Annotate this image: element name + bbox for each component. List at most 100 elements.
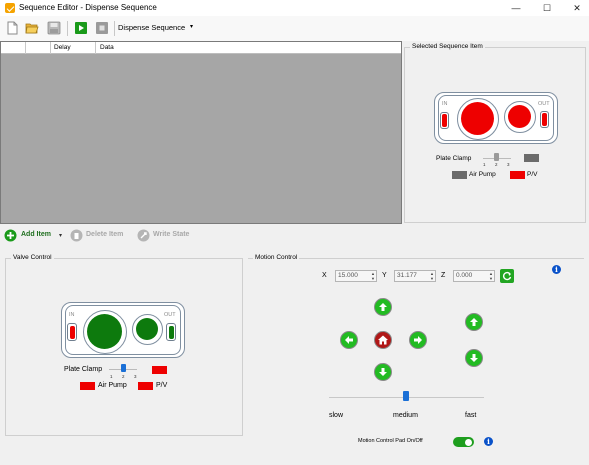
main-valve-fill	[87, 314, 122, 349]
tick-2: 2	[122, 374, 125, 379]
refresh-icon[interactable]	[500, 269, 514, 283]
info-icon[interactable]: i	[552, 265, 561, 274]
home-button[interactable]	[374, 331, 392, 349]
stop-icon[interactable]	[95, 21, 109, 35]
z-value: 0.000	[456, 272, 473, 279]
z-spinner[interactable]: ▲ ▼	[489, 271, 493, 281]
spin-down-icon[interactable]: ▼	[371, 275, 375, 281]
secondary-valve[interactable]	[132, 314, 163, 345]
spin-down-icon[interactable]: ▼	[430, 275, 434, 281]
y-input[interactable]: 31.177 ▲ ▼	[394, 270, 436, 282]
arrow-down-icon	[470, 354, 478, 362]
spin-up-icon[interactable]: ▲	[489, 271, 493, 276]
z-label: Z	[441, 272, 446, 279]
spin-up-icon[interactable]: ▲	[430, 271, 434, 276]
sequence-table-header: Delay Data	[1, 42, 401, 54]
sequence-dropdown[interactable]: Dispense Sequence ▾	[118, 23, 193, 32]
out-slot[interactable]	[166, 323, 176, 341]
speed-medium-label: medium	[393, 412, 418, 419]
app-icon	[5, 3, 15, 13]
pad-info-icon[interactable]: i	[484, 437, 493, 446]
column-header-delay[interactable]: Delay	[54, 44, 71, 51]
window-title: Sequence Editor - Dispense Sequence	[19, 3, 157, 12]
in-port-label: IN	[69, 312, 75, 318]
arrow-down-icon	[379, 368, 387, 376]
arrow-up-icon	[379, 303, 387, 311]
out-port-label: OUT	[164, 312, 176, 318]
valve-control-title: Valve Control	[11, 254, 54, 261]
air-pump-indicator[interactable]	[80, 382, 95, 390]
selected-main-valve-fill	[461, 102, 494, 135]
spin-down-icon[interactable]: ▼	[489, 275, 493, 281]
y-spinner[interactable]: ▲ ▼	[430, 271, 434, 281]
jog-z-down-button[interactable]	[465, 349, 483, 367]
add-icon[interactable]	[4, 229, 17, 242]
title-bar: Sequence Editor - Dispense Sequence — ☐ …	[0, 0, 589, 16]
selected-in-port-label: IN	[442, 101, 448, 107]
secondary-valve-fill	[136, 318, 158, 340]
selected-main-valve	[457, 98, 499, 140]
x-input[interactable]: 15.000 ▲ ▼	[335, 270, 377, 282]
toolbar-separator	[114, 21, 115, 36]
spin-up-icon[interactable]: ▲	[371, 271, 375, 276]
home-icon	[378, 335, 388, 345]
play-icon[interactable]	[74, 21, 88, 35]
jog-right-button[interactable]	[409, 331, 427, 349]
close-button[interactable]: ✕	[573, 3, 581, 13]
write-state-icon[interactable]	[137, 229, 150, 242]
chevron-down-icon: ▾	[190, 24, 194, 30]
motion-pad-toggle[interactable]	[453, 437, 474, 447]
selected-out-slot-fill	[542, 113, 547, 126]
air-pump-label: Air Pump	[98, 382, 127, 389]
maximize-button[interactable]: ☐	[542, 3, 552, 13]
z-input[interactable]: 0.000 ▲ ▼	[453, 270, 495, 282]
selected-secondary-valve-fill	[508, 105, 531, 128]
sequence-table[interactable]: Delay Data	[0, 41, 402, 224]
jog-up-button[interactable]	[374, 298, 392, 316]
x-label: X	[322, 272, 327, 279]
selected-pv-indicator	[510, 171, 525, 179]
selected-tick-2: 2	[495, 162, 498, 167]
main-valve[interactable]	[83, 310, 127, 354]
selected-in-slot-fill	[442, 114, 447, 127]
save-icon[interactable]	[47, 21, 61, 35]
y-label: Y	[382, 272, 387, 279]
delete-item-button[interactable]: Delete Item	[86, 231, 124, 238]
motion-pad-toggle-label: Motion Control Pad On/Off	[358, 438, 423, 444]
x-spinner[interactable]: ▲ ▼	[371, 271, 375, 281]
add-item-button[interactable]: Add Item	[21, 231, 51, 238]
sequence-dropdown-value: Dispense Sequence	[118, 23, 186, 32]
plate-clamp-indicator[interactable]	[152, 366, 167, 374]
motion-control-group: Motion Control	[248, 254, 584, 454]
arrow-right-icon	[414, 336, 422, 344]
plate-clamp-slider-thumb[interactable]	[121, 364, 126, 372]
write-state-button[interactable]: Write State	[153, 231, 190, 238]
selected-tick-3: 3	[507, 162, 510, 167]
selected-plate-clamp-thumb	[494, 153, 499, 161]
speed-slider-thumb[interactable]	[403, 391, 409, 401]
selected-sequence-item-group: Selected Sequence Item	[404, 43, 586, 223]
column-divider	[25, 42, 26, 54]
in-slot[interactable]	[67, 323, 77, 341]
toolbar-separator	[67, 21, 68, 36]
minimize-button[interactable]: —	[511, 3, 521, 13]
column-divider	[95, 42, 96, 54]
tick-1: 1	[110, 374, 113, 379]
jog-left-button[interactable]	[340, 331, 358, 349]
selected-pv-label: P/V	[527, 171, 538, 178]
valve-control-group: Valve Control	[5, 254, 243, 436]
column-divider	[50, 42, 51, 54]
pv-indicator[interactable]	[138, 382, 153, 390]
column-header-data[interactable]: Data	[100, 44, 114, 51]
delete-icon[interactable]	[70, 229, 83, 242]
selected-out-slot	[540, 111, 549, 128]
add-item-dropdown-caret[interactable]: ▾	[59, 233, 63, 239]
open-folder-icon[interactable]	[25, 21, 39, 35]
speed-fast-label: fast	[465, 412, 477, 419]
plate-clamp-label: Plate Clamp	[64, 366, 103, 373]
selected-air-pump-indicator	[452, 171, 467, 179]
jog-z-up-button[interactable]	[465, 313, 483, 331]
selected-air-pump-label: Air Pump	[469, 171, 496, 178]
new-file-icon[interactable]	[5, 21, 19, 35]
jog-down-button[interactable]	[374, 363, 392, 381]
